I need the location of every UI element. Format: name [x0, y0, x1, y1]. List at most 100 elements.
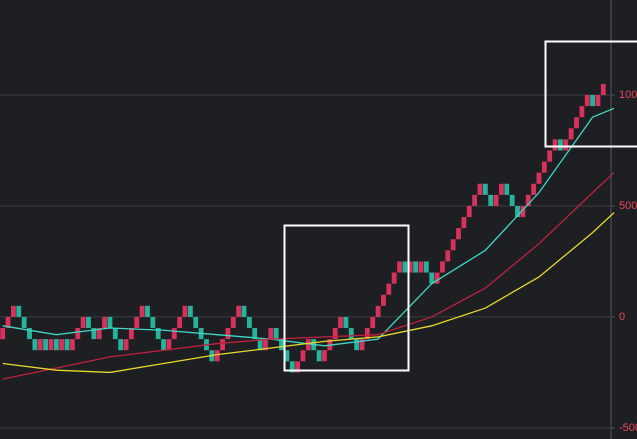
brick	[214, 350, 220, 362]
brick	[246, 316, 252, 329]
brick	[91, 328, 97, 340]
brick	[440, 261, 445, 273]
brick	[499, 183, 504, 195]
brick	[118, 339, 124, 351]
brick	[316, 350, 322, 362]
brick	[445, 250, 451, 262]
brick	[364, 328, 370, 340]
brick	[552, 139, 558, 151]
brick	[536, 172, 542, 184]
brick	[80, 316, 86, 329]
highlight-box	[544, 40, 637, 148]
brick	[461, 217, 467, 229]
brick	[21, 316, 27, 329]
brick	[27, 328, 32, 340]
brick	[43, 339, 48, 351]
brick	[295, 361, 301, 373]
brick	[558, 139, 563, 151]
brick	[268, 328, 274, 340]
brick	[150, 316, 156, 329]
brick	[161, 339, 166, 351]
moving-average-line	[2, 212, 615, 374]
brick	[155, 328, 161, 340]
brick	[579, 106, 585, 118]
brick	[241, 305, 247, 317]
brick	[177, 316, 183, 329]
brick	[456, 228, 461, 240]
brick	[230, 316, 236, 329]
brick	[193, 316, 199, 329]
brick	[531, 183, 537, 195]
brick	[279, 339, 284, 351]
moving-average-line	[2, 107, 615, 347]
brick	[284, 350, 290, 362]
brick	[134, 316, 140, 329]
brick	[0, 328, 6, 340]
brick	[450, 239, 456, 251]
brick	[273, 328, 279, 340]
brick	[429, 272, 435, 284]
brick	[102, 316, 107, 329]
brick	[547, 150, 553, 162]
brick	[563, 139, 569, 151]
brick	[236, 305, 242, 317]
brick	[69, 339, 75, 351]
brick	[488, 194, 494, 206]
highlight-box	[283, 224, 410, 372]
brick	[128, 328, 134, 340]
brick	[515, 205, 520, 218]
brick	[375, 305, 381, 317]
brick	[53, 339, 59, 351]
brick	[5, 316, 11, 329]
brick	[359, 339, 365, 351]
brick	[225, 328, 231, 340]
brick	[263, 339, 268, 351]
brick	[107, 316, 113, 329]
brick	[370, 316, 376, 329]
brick	[322, 350, 327, 362]
brick	[418, 261, 424, 273]
y-tick-label: 0	[619, 311, 625, 323]
brick	[182, 305, 188, 317]
brick	[145, 305, 150, 317]
brick	[381, 294, 386, 306]
brick	[338, 316, 343, 329]
brick	[343, 316, 349, 329]
brick	[48, 339, 54, 351]
brick	[509, 194, 515, 206]
brick	[300, 350, 306, 362]
brick	[348, 328, 354, 340]
brick	[493, 194, 499, 206]
brick	[472, 194, 478, 206]
brick	[541, 161, 547, 173]
brick	[600, 83, 606, 95]
brick	[332, 328, 338, 340]
plot: -500 0 500 1000	[0, 83, 637, 434]
brick	[37, 339, 43, 351]
brick	[504, 183, 510, 195]
brick	[252, 328, 258, 340]
brick	[257, 339, 263, 351]
brick	[112, 328, 118, 340]
brick	[171, 328, 177, 340]
brick	[305, 339, 311, 351]
brick	[220, 339, 225, 351]
y-tick-label: 500	[619, 200, 637, 212]
brick	[64, 339, 70, 351]
brick	[32, 339, 38, 351]
brick	[16, 305, 22, 317]
brick	[354, 339, 360, 351]
brick	[595, 94, 601, 107]
brick	[584, 94, 590, 107]
y-tick-label: -500	[619, 422, 637, 434]
brick	[407, 261, 413, 273]
brick	[466, 205, 472, 218]
brick	[477, 183, 483, 195]
brick	[520, 205, 526, 218]
brick	[10, 305, 16, 317]
brick	[123, 339, 129, 351]
brick	[187, 305, 193, 317]
brick	[86, 316, 91, 329]
